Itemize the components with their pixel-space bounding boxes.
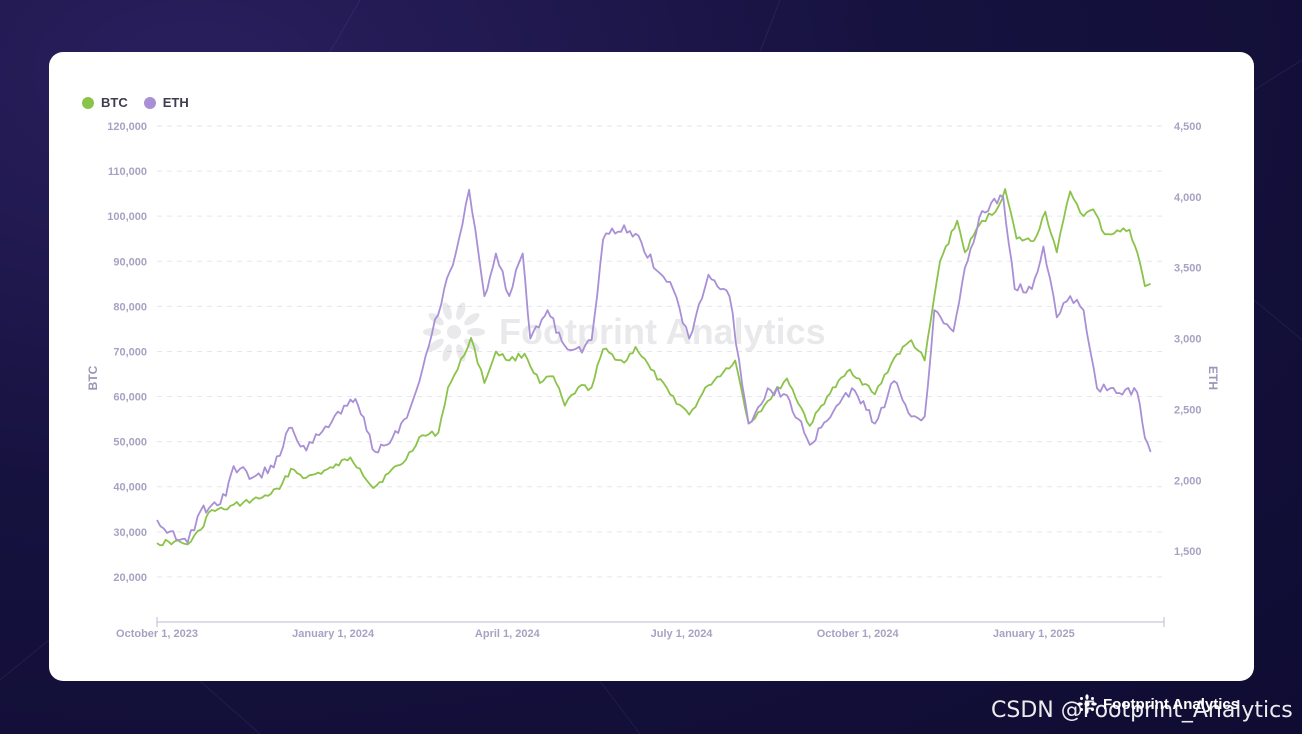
x-tick-label: October 1, 2023 bbox=[116, 628, 198, 640]
watermark-petal bbox=[464, 312, 480, 326]
watermark-petal bbox=[428, 338, 444, 352]
series-lines bbox=[156, 188, 1152, 547]
x-tick-label: July 1, 2024 bbox=[651, 628, 714, 640]
chart-card: Footprint Analytics 20,000 30,000 40,000 50… bbox=[49, 52, 1254, 681]
legend-label-btc: BTC bbox=[101, 95, 128, 110]
y-tick-label-left: 90,000 bbox=[113, 256, 147, 268]
y-tick-label-left: 80,000 bbox=[113, 301, 147, 313]
y-axis-left-label: BTC bbox=[86, 365, 100, 390]
series-line-eth bbox=[156, 188, 1152, 544]
axes bbox=[156, 617, 1165, 627]
watermark: Footprint Analytics bbox=[423, 302, 826, 362]
x-tick-label: January 1, 2024 bbox=[292, 628, 375, 640]
y-axis-left-ticks: 20,000 30,000 40,000 50,000 60,000 70,000 80,0… bbox=[107, 121, 147, 584]
watermark-petal bbox=[442, 344, 452, 362]
y-tick-label-left: 120,000 bbox=[107, 121, 147, 133]
y-tick-label-right: 2,000 bbox=[1174, 475, 1202, 487]
watermark-center bbox=[447, 325, 461, 339]
watermark-petal bbox=[464, 338, 480, 352]
y-tick-label-left: 110,000 bbox=[108, 166, 147, 178]
watermark-petal bbox=[467, 328, 485, 336]
legend-item-btc[interactable]: BTC bbox=[82, 95, 128, 110]
x-axis-ticks: October 1, 2023 January 1, 2024 April 1, 2… bbox=[116, 628, 1075, 640]
footer-brand-text: Footprint Analytics bbox=[1103, 695, 1240, 713]
y-tick-label-left: 30,000 bbox=[113, 527, 147, 539]
x-tick-label: April 1, 2024 bbox=[475, 628, 541, 640]
y-tick-label-left: 50,000 bbox=[113, 437, 147, 449]
footprint-brand-icon bbox=[1077, 694, 1097, 714]
legend-label-eth: ETH bbox=[162, 95, 189, 110]
line-chart: Footprint Analytics 20,000 30,000 40,000 50… bbox=[86, 121, 1220, 640]
y-tick-label-left: 20,000 bbox=[113, 572, 147, 584]
y-tick-label-right: 4,500 bbox=[1174, 121, 1202, 133]
y-tick-label-right: 3,500 bbox=[1174, 263, 1202, 275]
y-axis-right-ticks: 1,500 2,000 2,500 3,000 3,500 4,000 4,500 bbox=[1174, 121, 1202, 558]
y-tick-label-left: 70,000 bbox=[113, 346, 147, 358]
legend-item-eth[interactable]: ETH bbox=[143, 95, 189, 110]
y-tick-label-right: 3,000 bbox=[1174, 334, 1202, 346]
x-tick-label: January 1, 2025 bbox=[993, 628, 1075, 640]
y-tick-label-right: 2,500 bbox=[1174, 404, 1202, 416]
y-tick-label-right: 4,000 bbox=[1174, 192, 1202, 204]
watermark-petal bbox=[442, 302, 452, 320]
y-tick-label-left: 40,000 bbox=[113, 482, 147, 494]
series-line-btc bbox=[156, 188, 1151, 547]
csdn-watermark: CSDN @Footprint_Analytics bbox=[991, 698, 1293, 723]
y-tick-label-left: 60,000 bbox=[113, 392, 147, 404]
y-axis-right-label: ETH bbox=[1206, 366, 1220, 390]
watermark-text: Footprint Analytics bbox=[499, 311, 826, 352]
x-tick-label: October 1, 2024 bbox=[817, 628, 900, 640]
footer-brand: Footprint Analytics bbox=[1076, 693, 1239, 715]
legend: BTC ETH bbox=[82, 95, 189, 110]
watermark-petal bbox=[456, 302, 466, 320]
y-tick-label-right: 1,500 bbox=[1174, 546, 1202, 558]
legend-dot-eth bbox=[143, 96, 156, 109]
footprint-logo-icon bbox=[423, 302, 485, 362]
legend-dot-btc bbox=[82, 96, 94, 109]
grid-lines bbox=[157, 125, 1164, 578]
y-tick-label-left: 100,000 bbox=[107, 211, 147, 223]
